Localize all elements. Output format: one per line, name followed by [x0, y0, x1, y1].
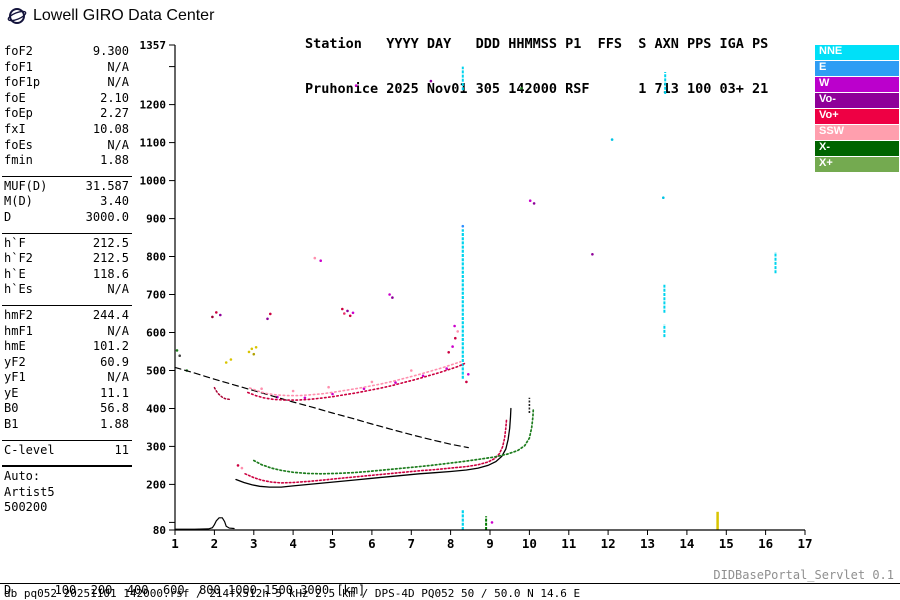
legend-item-w: W — [815, 77, 899, 92]
param-row-ye: yE 11.1 — [4, 385, 129, 400]
station-header: Station YYYY DAY DDD HHMMSS P1 FFS S AXN… — [305, 7, 768, 127]
svg-text:9: 9 — [486, 536, 494, 551]
param-row-auto: Auto: — [4, 469, 41, 484]
svg-text:800: 800 — [146, 251, 166, 264]
station-header-values: Pruhonice 2025 Nov01 305 142000 RSF 1 71… — [305, 81, 769, 97]
lowell-giro-brand: Lowell GIRO Data Center — [7, 6, 214, 26]
param-row-clevel: C-level 11 — [4, 442, 129, 457]
svg-text:1: 1 — [171, 536, 179, 551]
param-row-b1: B1 1.88 — [4, 417, 129, 432]
param-row-hes: h`Es N/A — [4, 282, 129, 297]
svg-text:3: 3 — [250, 536, 258, 551]
param-row-hme: hmE 101.2 — [4, 339, 129, 354]
svg-text:10: 10 — [522, 536, 537, 551]
giro-globe-icon — [7, 8, 27, 24]
svg-text:1100: 1100 — [140, 137, 167, 150]
param-group: MUF(D) 31.587 M(D) 3.40 D 3000.0 — [2, 175, 132, 233]
svg-text:500: 500 — [146, 365, 166, 378]
param-row-mufd: MUF(D) 31.587 — [4, 178, 129, 193]
svg-text:8: 8 — [447, 536, 455, 551]
param-group: hmF2 244.4 hmF1 N/A hmE 101.2 yF2 60.9 yF1 N/A yE 1… — [2, 304, 132, 440]
svg-text:600: 600 — [146, 327, 166, 340]
svg-text:11: 11 — [561, 536, 576, 551]
svg-text:12: 12 — [601, 536, 616, 551]
param-row-yf2: yF2 60.9 — [4, 354, 129, 369]
legend-item-x: X+ — [815, 157, 899, 172]
param-row-fmin: fmin 1.88 — [4, 153, 129, 168]
param-group: h`F 212.5 h`F2 212.5 h`E 118.6 h`Es N/A — [2, 232, 132, 305]
param-group: C-level 11 — [2, 439, 132, 467]
legend-item-ssw: SSW — [815, 125, 899, 140]
param-panel: foF2 9.300 foF1 N/A foF1p N/A foE 2.10 foEp 2.27 f… — [2, 42, 132, 523]
svg-text:15: 15 — [719, 536, 734, 551]
svg-text:6: 6 — [368, 536, 376, 551]
svg-text:13: 13 — [640, 536, 655, 551]
svg-text:7: 7 — [408, 536, 416, 551]
param-group: foF2 9.300 foF1 N/A foF1p N/A foE 2.10 foEp 2.27 f… — [2, 42, 132, 176]
param-row-fxi: fxI 10.08 — [4, 121, 129, 136]
param-row-fof1: foF1 N/A — [4, 59, 129, 74]
svg-text:1200: 1200 — [140, 99, 167, 112]
muf-table-distance-row: D 100 200 400 600 800 1000 1500 3000 [km… — [4, 583, 366, 597]
legend-item-nne: NNE — [815, 45, 899, 60]
footer-info: db pq052 20251101 142000.rsf / 214fx512h… — [4, 587, 581, 600]
param-row-hf: h`F 212.5 — [4, 235, 129, 250]
param-row-md: M(D) 3.40 — [4, 194, 129, 209]
param-row-b0: B0 56.8 — [4, 401, 129, 416]
legend-item-x: X- — [815, 141, 899, 156]
param-row-foe: foE 2.10 — [4, 90, 129, 105]
legend-item-vo: Vo+ — [815, 109, 899, 124]
svg-text:4: 4 — [289, 536, 297, 551]
svg-text:700: 700 — [146, 289, 166, 302]
svg-text:400: 400 — [146, 403, 166, 416]
svg-text:200: 200 — [146, 478, 166, 491]
param-row-hmf2: hmF2 244.4 — [4, 307, 129, 322]
param-row-fof2: foF2 9.300 — [4, 44, 129, 58]
legend: NNE E W Vo- Vo+ SSW X- X+ — [815, 45, 899, 173]
svg-text:1357: 1357 — [140, 39, 167, 52]
footer-divider — [0, 583, 900, 584]
svg-text:1000: 1000 — [140, 175, 167, 188]
svg-text:16: 16 — [758, 536, 773, 551]
svg-text:5: 5 — [329, 536, 337, 551]
servlet-version-label: DIDBasePortal_Servlet 0.1 — [713, 568, 894, 582]
muf-table: D 100 200 400 600 800 1000 1500 3000 [km… — [4, 555, 372, 600]
param-row-hmf1: hmF1 N/A — [4, 323, 129, 338]
param-row-yf1: yF1 N/A — [4, 370, 129, 385]
param-row-hf2: h`F2 212.5 — [4, 251, 129, 266]
param-row-fof1p: foF1p N/A — [4, 75, 129, 90]
svg-text:2: 2 — [211, 536, 219, 551]
svg-text:14: 14 — [679, 536, 694, 551]
legend-item-vo: Vo- — [815, 93, 899, 108]
param-row-artist5: Artist5 — [4, 484, 55, 499]
param-row-foes: foEs N/A — [4, 137, 129, 152]
svg-text:900: 900 — [146, 213, 166, 226]
legend-item-e: E — [815, 61, 899, 76]
brand-title: Lowell GIRO Data Center — [33, 7, 215, 24]
station-header-columns: Station YYYY DAY DDD HHMMSS P1 FFS S AXN… — [305, 36, 769, 52]
param-row-d: D 3000.0 — [4, 209, 129, 224]
param-row-he: h`E 118.6 — [4, 266, 129, 281]
param-row-foep: foEp 2.27 — [4, 106, 129, 121]
param-row-500200: 500200 — [4, 500, 48, 515]
svg-text:17: 17 — [797, 536, 812, 551]
param-group: Auto: Artist5 500200 — [2, 466, 132, 523]
svg-text:300: 300 — [146, 440, 166, 453]
svg-text:80: 80 — [153, 524, 166, 537]
